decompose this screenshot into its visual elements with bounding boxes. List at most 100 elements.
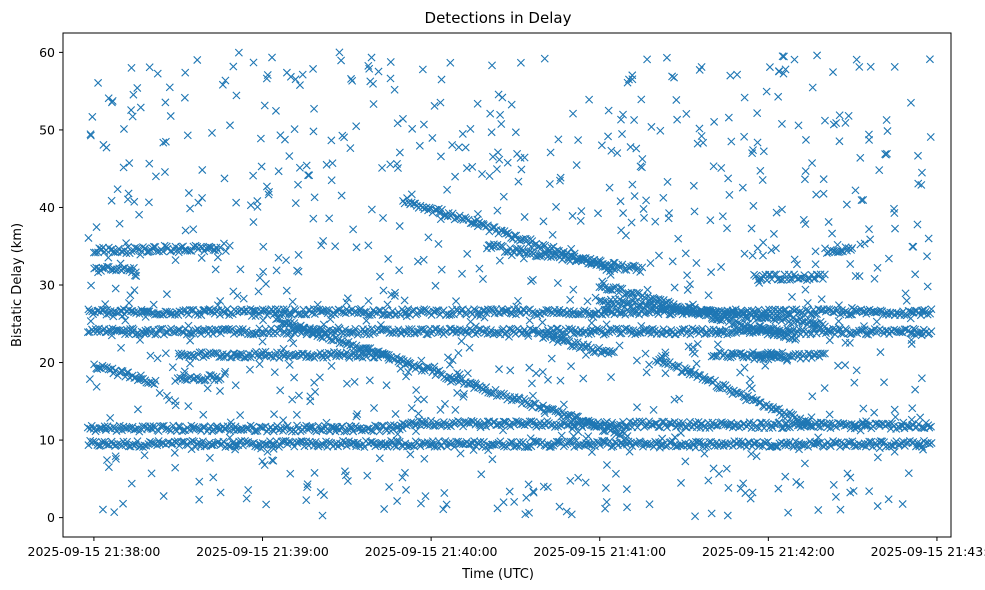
data-point xyxy=(367,205,376,214)
data-point xyxy=(495,256,504,265)
data-point xyxy=(499,498,508,507)
data-point xyxy=(683,285,692,294)
data-point xyxy=(236,349,245,358)
data-point xyxy=(635,289,644,298)
data-point xyxy=(276,314,285,323)
y-tick-label: 0 xyxy=(47,510,55,525)
data-point xyxy=(906,98,915,107)
data-point xyxy=(354,345,363,354)
data-point xyxy=(767,246,776,255)
data-point xyxy=(127,63,136,72)
data-point xyxy=(476,423,485,432)
data-point xyxy=(314,421,323,430)
data-point xyxy=(197,375,206,384)
data-point xyxy=(715,326,724,335)
data-point xyxy=(582,434,591,443)
data-point xyxy=(682,109,691,118)
data-point xyxy=(784,508,793,517)
data-point xyxy=(524,329,533,338)
data-point xyxy=(94,78,103,87)
data-point xyxy=(327,136,336,145)
data-point xyxy=(133,405,142,414)
data-point xyxy=(790,55,799,64)
data-point xyxy=(451,172,460,181)
data-point xyxy=(114,439,123,448)
data-point xyxy=(825,336,834,345)
data-point xyxy=(245,365,254,374)
data-point xyxy=(555,334,564,343)
data-point xyxy=(556,173,565,182)
data-point xyxy=(731,317,740,326)
data-point xyxy=(507,437,516,446)
data-point xyxy=(152,247,161,256)
data-point xyxy=(611,301,620,310)
data-point xyxy=(690,207,699,216)
data-point xyxy=(569,285,578,294)
data-point xyxy=(404,368,413,377)
data-point xyxy=(118,312,127,321)
data-point xyxy=(267,440,276,449)
data-point xyxy=(834,361,843,370)
data-point xyxy=(790,306,799,315)
data-point xyxy=(532,369,541,378)
data-point xyxy=(642,368,651,377)
data-point xyxy=(829,68,837,77)
x-axis: 2025-09-15 21:38:00 2025-09-15 21:39:00 20… xyxy=(28,537,985,559)
data-point xyxy=(444,353,452,362)
data-point xyxy=(565,411,574,420)
data-point xyxy=(478,385,487,394)
data-point xyxy=(475,264,484,273)
data-point xyxy=(809,319,818,328)
data-point xyxy=(458,440,467,449)
data-point xyxy=(455,440,464,449)
data-point xyxy=(453,388,462,397)
data-point xyxy=(198,437,207,446)
data-point xyxy=(119,437,128,446)
data-point xyxy=(771,244,780,253)
data-point xyxy=(622,485,631,494)
data-point xyxy=(914,151,922,160)
data-point xyxy=(369,100,378,109)
data-point xyxy=(738,183,747,192)
data-point xyxy=(183,131,192,140)
data-point xyxy=(203,384,212,393)
data-point xyxy=(522,399,531,408)
data-point xyxy=(386,421,395,430)
data-point xyxy=(688,347,697,356)
data-point xyxy=(860,239,869,248)
data-point xyxy=(256,134,265,143)
data-point xyxy=(342,348,351,357)
data-point xyxy=(309,127,318,136)
data-point xyxy=(258,457,267,466)
data-point xyxy=(364,61,373,70)
data-point xyxy=(855,62,864,71)
data-point xyxy=(90,360,99,369)
data-point xyxy=(365,310,374,319)
data-point xyxy=(488,61,497,70)
data-point xyxy=(320,491,328,500)
data-point xyxy=(162,290,171,299)
data-point xyxy=(148,439,157,448)
data-point xyxy=(141,326,150,335)
data-point xyxy=(239,294,248,303)
data-point xyxy=(550,332,559,341)
data-point xyxy=(256,329,265,338)
data-point xyxy=(294,180,303,189)
data-point xyxy=(395,222,404,231)
data-point xyxy=(923,252,932,261)
data-point xyxy=(334,323,343,332)
data-point xyxy=(801,220,810,229)
data-point xyxy=(211,265,220,274)
data-point xyxy=(322,160,331,169)
data-point xyxy=(898,500,907,509)
data-point xyxy=(598,426,607,435)
data-point xyxy=(480,313,489,322)
data-point xyxy=(723,224,732,233)
data-point xyxy=(195,495,204,504)
data-point xyxy=(582,343,591,352)
data-point xyxy=(103,456,111,465)
data-point xyxy=(462,164,471,173)
data-point xyxy=(848,244,857,253)
data-point xyxy=(577,207,586,216)
data-point xyxy=(779,52,788,61)
